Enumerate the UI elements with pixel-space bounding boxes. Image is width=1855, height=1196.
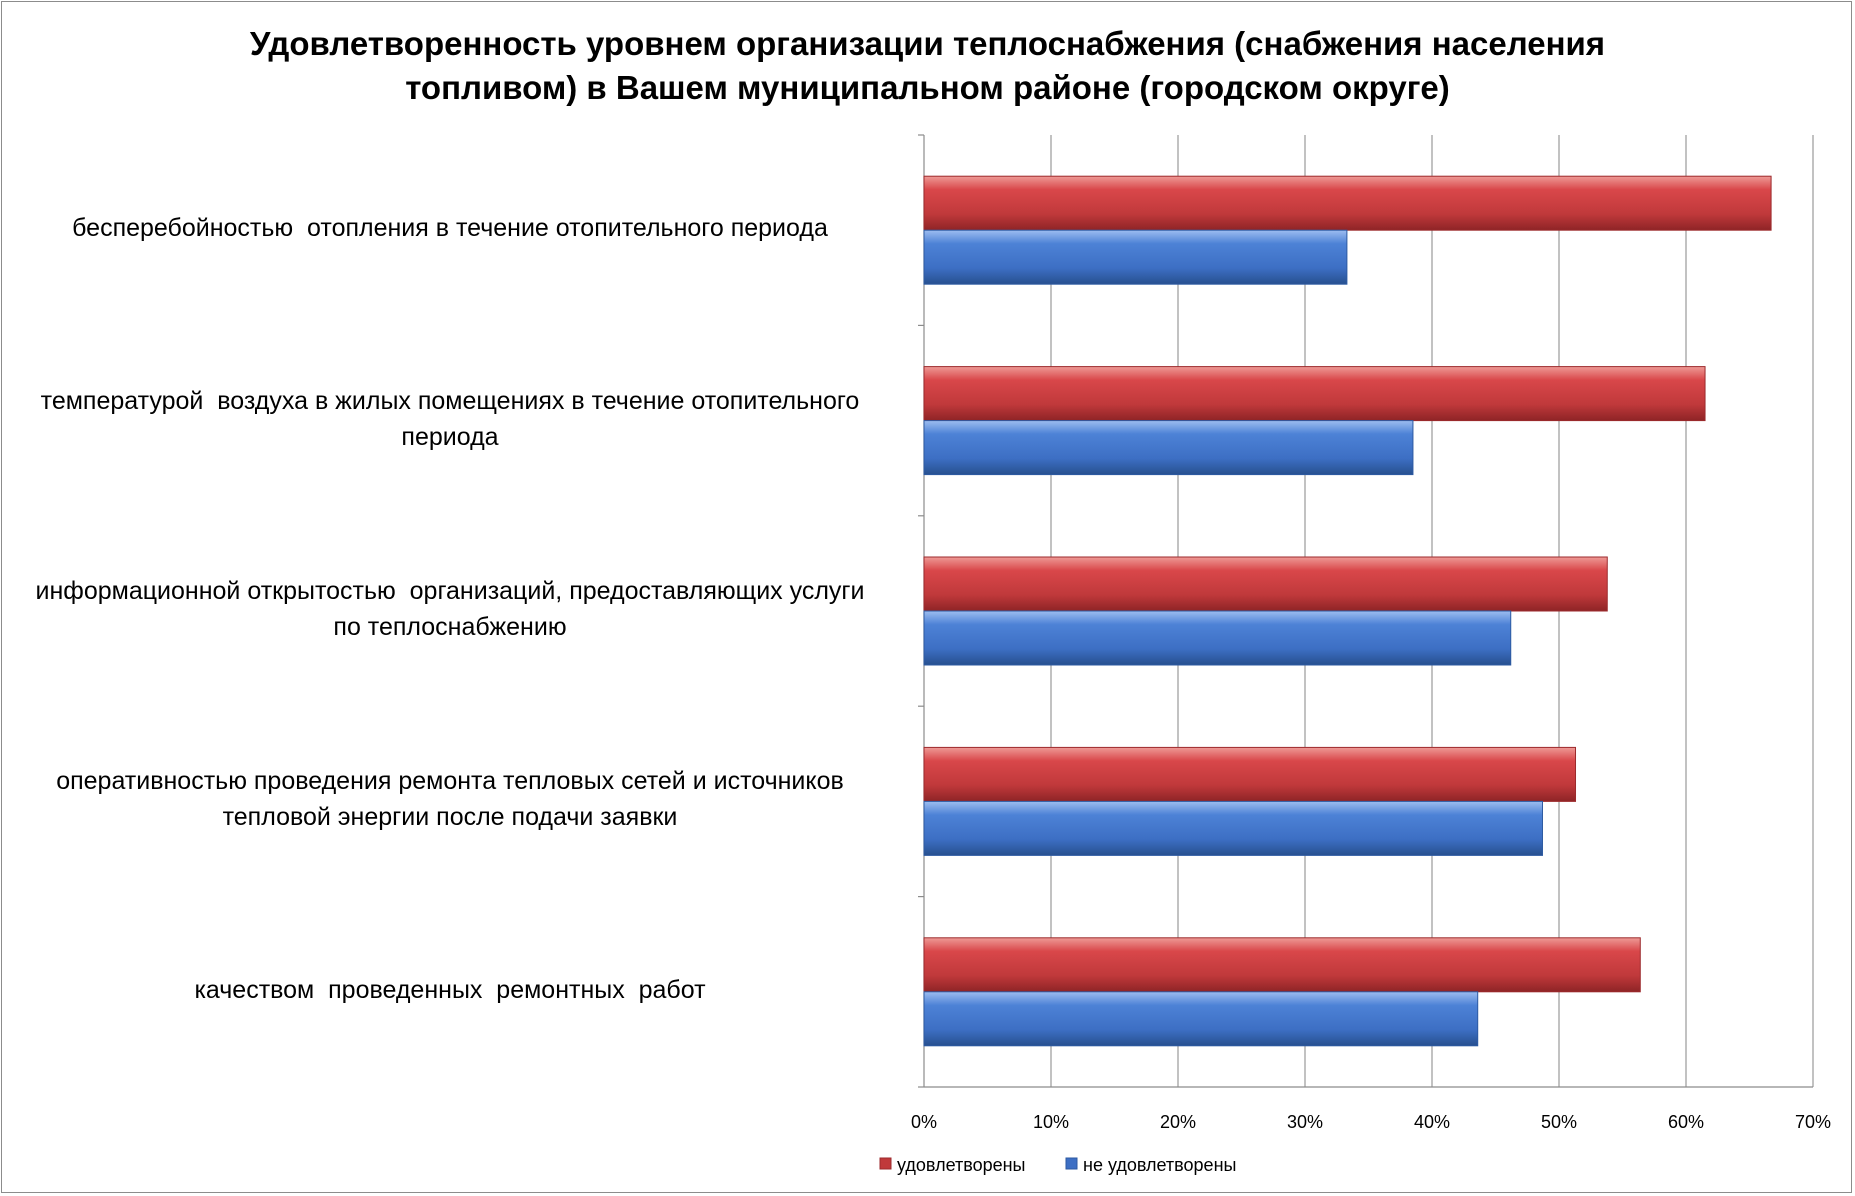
bar-not-satisfied	[923, 991, 1479, 1047]
x-tick-label: 70%	[1795, 1112, 1831, 1132]
legend-label: удовлетворены	[897, 1155, 1026, 1175]
category-label: информационной открытостью организаций, …	[10, 573, 890, 645]
chart-title-line-2: топливом) в Вашем муниципальном районе (…	[405, 69, 1450, 106]
bar-satisfied	[923, 366, 1706, 422]
bar-satisfied	[923, 937, 1641, 993]
x-tick-label: 50%	[1541, 1112, 1577, 1132]
category-label-line: температурой воздуха в жилых помещениях …	[40, 386, 860, 415]
category-label-line: бесперебойностью отопления в течение ото…	[72, 214, 828, 243]
legend-label: не удовлетворены	[1083, 1155, 1236, 1175]
x-tick-label: 60%	[1668, 1112, 1704, 1132]
category-label: бесперебойностью отопления в течение ото…	[10, 210, 890, 246]
legend-swatch	[1065, 1157, 1078, 1170]
bar-satisfied	[923, 556, 1608, 612]
x-tick-label: 0%	[911, 1112, 937, 1132]
bar-satisfied	[923, 746, 1577, 802]
category-label-line: периода	[401, 422, 499, 451]
category-label-line: по теплоснабжению	[333, 613, 567, 641]
category-label-line: оперативностью проведения ремонта теплов…	[56, 767, 844, 796]
legend-swatch	[879, 1157, 892, 1170]
category-label-line: информационной открытостью организаций, …	[35, 577, 865, 605]
bar-satisfied	[923, 175, 1772, 231]
x-tick-label: 40%	[1414, 1112, 1450, 1132]
bar-not-satisfied	[923, 420, 1414, 476]
chart-title: Удовлетворенность уровнем организации те…	[0, 22, 1855, 110]
legend: удовлетворены не удовлетворены	[879, 1155, 1236, 1175]
bar-not-satisfied	[923, 610, 1512, 666]
bar-not-satisfied	[923, 229, 1348, 285]
category-label-line: тепловой энергии после подачи заявки	[222, 803, 678, 832]
category-label-line: качеством проведенных ремонтных работ	[194, 975, 706, 1004]
x-axis-ticks: 0% 10% 20% 30% 40% 50% 60% 70%	[911, 1112, 1831, 1132]
chart-title-line-1: Удовлетворенность уровнем организации те…	[249, 25, 1606, 62]
category-label: качеством проведенных ремонтных работ	[10, 972, 890, 1008]
bars	[923, 175, 1772, 1047]
x-tick-label: 30%	[1287, 1112, 1323, 1132]
category-label: температурой воздуха в жилых помещениях …	[10, 383, 890, 455]
x-tick-label: 10%	[1033, 1112, 1069, 1132]
bar-not-satisfied	[923, 800, 1543, 856]
category-label: оперативностью проведения ремонта теплов…	[10, 763, 890, 835]
x-tick-label: 20%	[1160, 1112, 1196, 1132]
